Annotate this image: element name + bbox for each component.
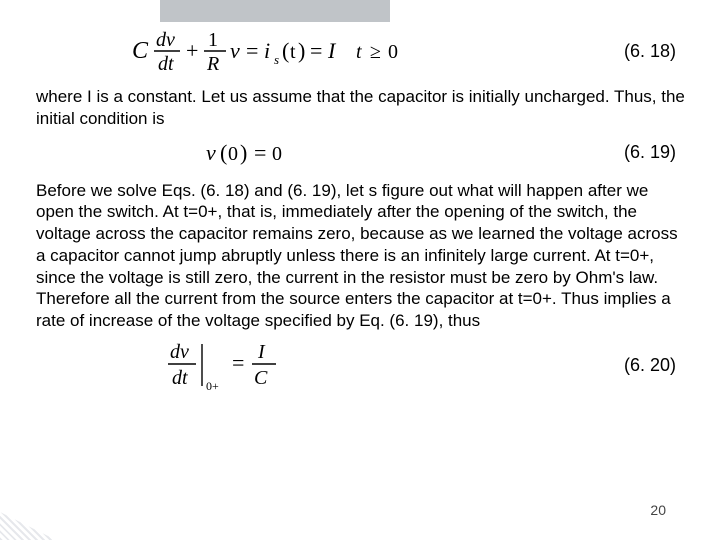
- sym-eq1: =: [246, 38, 258, 63]
- paragraph-2: Before we solve Eqs. (6. 18) and (6. 19)…: [36, 180, 690, 332]
- sym-eq2: =: [310, 38, 322, 63]
- sym-rpar: ): [298, 38, 305, 63]
- sym-v: v: [230, 38, 240, 63]
- sym-rpar2: ): [240, 140, 247, 165]
- sym-03: 0: [272, 143, 282, 165]
- sym-I: I: [327, 38, 337, 63]
- sym-R: R: [206, 53, 219, 74]
- sym-t2: t: [356, 41, 362, 63]
- sym-eq4: =: [232, 350, 244, 375]
- equation-number-6-19: (6. 19): [624, 142, 690, 163]
- sym-s: s: [274, 52, 279, 67]
- equation-6-19: v ( 0 ) = 0: [36, 138, 624, 168]
- header-bar: [160, 0, 390, 22]
- equation-6-20-row: dv dt 0+ = I C (6. 20): [36, 340, 690, 392]
- equation-6-19-row: v ( 0 ) = 0 (6. 19): [36, 138, 690, 168]
- paragraph-1: where I is a constant. Let us assume tha…: [36, 86, 690, 130]
- sym-t1: t: [290, 41, 296, 63]
- slide-content: C dv dt + 1 R v = i s ( t ) = I: [36, 28, 690, 404]
- sym-C: C: [132, 38, 149, 64]
- equation-6-18-row: C dv dt + 1 R v = i s ( t ) = I: [36, 28, 690, 74]
- sym-0plus: 0+: [206, 379, 219, 392]
- sym-C3: C: [254, 367, 268, 389]
- sym-ge: ≥: [370, 41, 381, 63]
- sym-lpar2: (: [220, 140, 227, 165]
- equation-6-18: C dv dt + 1 R v = i s ( t ) = I: [36, 28, 624, 74]
- sym-v2: v: [206, 140, 216, 165]
- page-number: 20: [650, 502, 666, 518]
- sym-plus: +: [186, 38, 198, 63]
- sym-dv: dv: [156, 29, 175, 51]
- sym-i: i: [264, 38, 270, 63]
- equation-number-6-20: (6. 20): [624, 355, 690, 376]
- sym-dt: dt: [158, 53, 174, 74]
- sym-dt3: dt: [172, 367, 188, 389]
- sym-I3: I: [257, 341, 266, 363]
- corner-decoration: [0, 512, 56, 540]
- sym-eq3: =: [254, 140, 266, 165]
- sym-dv3: dv: [170, 341, 189, 363]
- sym-02: 0: [228, 143, 238, 165]
- equation-6-20: dv dt 0+ = I C: [36, 340, 624, 392]
- sym-lpar: (: [282, 38, 289, 63]
- sym-1: 1: [208, 29, 218, 51]
- equation-number-6-18: (6. 18): [624, 41, 690, 62]
- sym-0: 0: [388, 41, 398, 63]
